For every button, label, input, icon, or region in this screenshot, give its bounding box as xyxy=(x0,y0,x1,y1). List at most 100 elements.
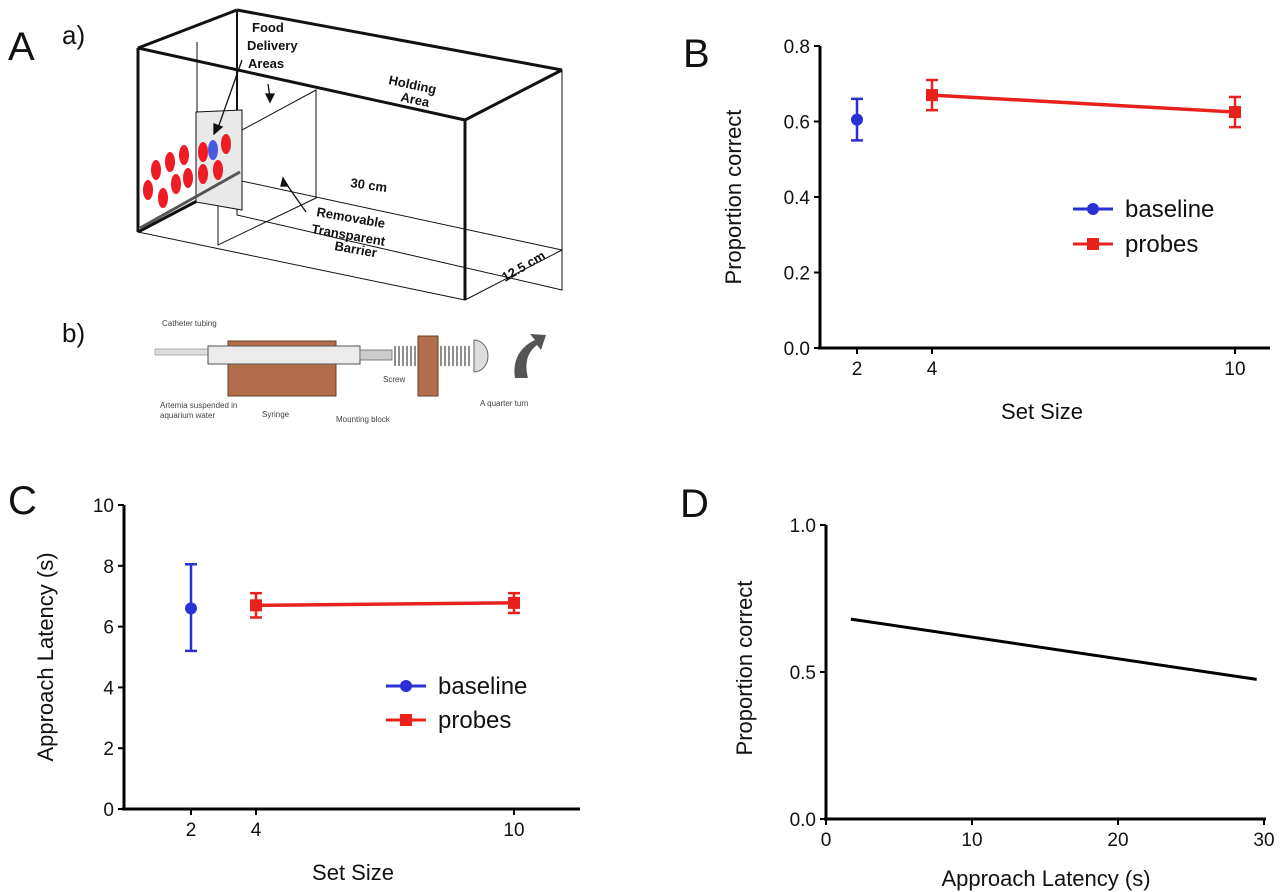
x-tick-label: 2 xyxy=(852,359,863,380)
food-delivery-label-1: Food xyxy=(252,20,284,35)
legend-label-probes: probes xyxy=(438,707,511,734)
screw-thread xyxy=(394,346,470,366)
y-tick-label: 6 xyxy=(103,618,114,639)
legend-label-baseline: baseline xyxy=(438,673,527,700)
holding-area-label-2: Area xyxy=(399,89,431,110)
stimulus-dot xyxy=(198,142,208,162)
series-line xyxy=(850,617,1257,681)
stimulus-dot xyxy=(213,160,223,180)
screw-head xyxy=(473,339,489,373)
tank-edge xyxy=(464,68,563,122)
artemia-label-1: Artemia suspended in xyxy=(160,401,237,410)
x-tick-label: 2 xyxy=(186,820,197,841)
x-axis-label: Set Size xyxy=(312,860,394,885)
screw-label: Screw xyxy=(383,375,405,384)
syringe-diagram xyxy=(154,334,546,397)
tank-floor-edge xyxy=(139,170,241,230)
panel-label-c: C xyxy=(8,479,37,523)
x-tick-label: 4 xyxy=(251,820,262,841)
stimulus-dot xyxy=(143,180,153,200)
food-delivery-label-2: Delivery xyxy=(247,38,298,53)
y-tick-label: 0.8 xyxy=(784,37,810,58)
stimulus-dot xyxy=(179,145,189,165)
legend-label-baseline: baseline xyxy=(1125,196,1214,223)
y-axis-label: Proportion correct xyxy=(721,110,746,285)
stimulus-dot xyxy=(221,134,231,154)
y-tick-label: 8 xyxy=(103,557,114,578)
tank-edge xyxy=(464,249,563,301)
diagram-arrows xyxy=(213,59,307,213)
y-tick-label: 0.5 xyxy=(790,663,816,684)
tank-edge xyxy=(137,8,238,50)
length-label: 30 cm xyxy=(350,175,389,195)
panel-label-b: B xyxy=(683,32,710,76)
data-point xyxy=(250,599,262,612)
data-point xyxy=(851,113,863,126)
panel-label-d: D xyxy=(680,482,709,526)
food-delivery-label-3: Areas xyxy=(248,56,284,71)
panel-label-a: A xyxy=(8,25,35,69)
arrow xyxy=(284,181,307,213)
data-point xyxy=(185,602,197,615)
series-line xyxy=(931,93,1236,114)
x-tick-label: 20 xyxy=(1107,830,1128,851)
syringe-barrel xyxy=(207,345,361,365)
chart-b: 0.0 0.2 0.4 0.6 0.8 2 4 10 Set Size Proportion… xyxy=(721,37,1270,424)
legend-marker-probes xyxy=(1087,238,1099,250)
arrowhead xyxy=(213,123,224,136)
catheter-tubing xyxy=(154,348,211,356)
mounting-block-bottom xyxy=(227,363,337,397)
legend-marker-baseline xyxy=(1087,203,1099,215)
y-tick-label: 4 xyxy=(103,678,114,699)
arrowhead xyxy=(280,176,290,187)
arrowhead xyxy=(264,93,276,104)
removable-barrier xyxy=(217,89,317,246)
y-tick-label: 0.2 xyxy=(784,264,810,285)
y-tick-label: 1.0 xyxy=(790,516,816,537)
food-delivery-panel xyxy=(195,109,243,211)
y-tick-label: 0.0 xyxy=(784,339,810,360)
stimulus-dot xyxy=(151,160,161,180)
stimulus-dot xyxy=(198,164,208,184)
data-point xyxy=(508,596,520,609)
sub-label-a: a) xyxy=(62,20,85,50)
y-tick-label: 0.4 xyxy=(784,188,811,209)
x-axis-label: Set Size xyxy=(1001,399,1083,424)
legend-marker-probes xyxy=(400,714,412,726)
data-point xyxy=(1229,106,1241,119)
y-axis-label: Proportion correct xyxy=(732,581,757,756)
stimulus-dot xyxy=(158,188,168,208)
mounting-label: Mounting block xyxy=(336,415,391,424)
series-line xyxy=(255,601,515,608)
syringe-label: Syringe xyxy=(262,410,290,419)
tank-edge xyxy=(236,179,563,251)
data-point xyxy=(926,89,938,102)
x-tick-label: 0 xyxy=(821,830,832,851)
tank-edge xyxy=(236,8,563,72)
x-tick-label: 10 xyxy=(961,830,982,851)
y-tick-label: 2 xyxy=(103,739,114,760)
x-tick-label: 4 xyxy=(927,359,938,380)
stimulus-dots xyxy=(143,134,231,208)
quarter-turn-arrow-icon xyxy=(514,334,546,378)
chart-c: 0 2 4 6 8 10 2 4 10 Set Size Approach Latency (… xyxy=(33,496,580,885)
sub-label-b: b) xyxy=(62,318,85,348)
stimulus-dot xyxy=(171,174,181,194)
syringe-plunger xyxy=(359,349,393,361)
quarter-turn-label: A quarter turn xyxy=(480,399,528,408)
width-label: 12.5 cm xyxy=(499,248,548,285)
screw-block xyxy=(417,335,439,397)
stimulus-dot xyxy=(183,168,193,188)
y-axis-label: Approach Latency (s) xyxy=(33,552,58,761)
x-tick-label: 10 xyxy=(1224,359,1245,380)
legend-marker-baseline xyxy=(400,680,412,692)
x-tick-label: 10 xyxy=(503,820,524,841)
x-axis-label: Approach Latency (s) xyxy=(941,866,1150,891)
arrow xyxy=(217,59,243,129)
catheter-label: Catheter tubing xyxy=(162,319,217,328)
legend: baseline probes xyxy=(1073,196,1214,258)
legend: baseline probes xyxy=(386,673,527,734)
chart-d: 0.0 0.5 1.0 0 10 20 30 Approach Latency (s) P… xyxy=(732,516,1275,891)
y-tick-label: 0.0 xyxy=(790,810,816,831)
